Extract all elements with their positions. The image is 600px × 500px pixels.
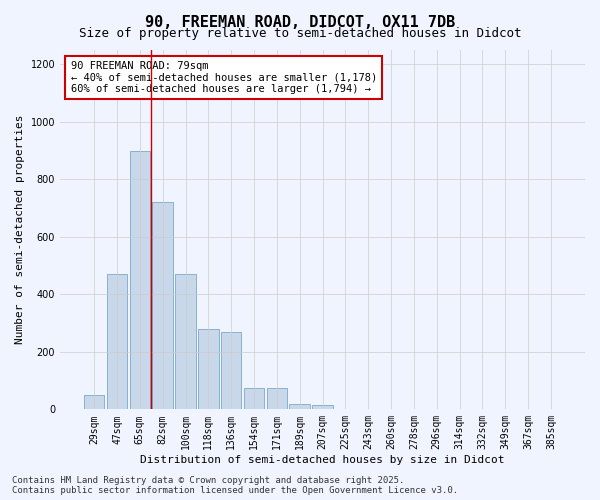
Bar — [107, 274, 127, 409]
Bar — [152, 202, 173, 410]
Y-axis label: Number of semi-detached properties: Number of semi-detached properties — [15, 115, 25, 344]
Text: 90, FREEMAN ROAD, DIDCOT, OX11 7DB: 90, FREEMAN ROAD, DIDCOT, OX11 7DB — [145, 15, 455, 30]
Bar — [312, 405, 333, 409]
X-axis label: Distribution of semi-detached houses by size in Didcot: Distribution of semi-detached houses by … — [140, 455, 505, 465]
Text: 90 FREEMAN ROAD: 79sqm
← 40% of semi-detached houses are smaller (1,178)
60% of : 90 FREEMAN ROAD: 79sqm ← 40% of semi-det… — [71, 61, 377, 94]
Text: Size of property relative to semi-detached houses in Didcot: Size of property relative to semi-detach… — [79, 28, 521, 40]
Bar — [198, 329, 218, 409]
Bar — [130, 150, 150, 410]
Bar — [221, 332, 241, 409]
Bar — [244, 388, 264, 409]
Text: Contains HM Land Registry data © Crown copyright and database right 2025.
Contai: Contains HM Land Registry data © Crown c… — [12, 476, 458, 495]
Bar — [84, 395, 104, 409]
Bar — [175, 274, 196, 409]
Bar — [266, 388, 287, 409]
Bar — [289, 404, 310, 409]
